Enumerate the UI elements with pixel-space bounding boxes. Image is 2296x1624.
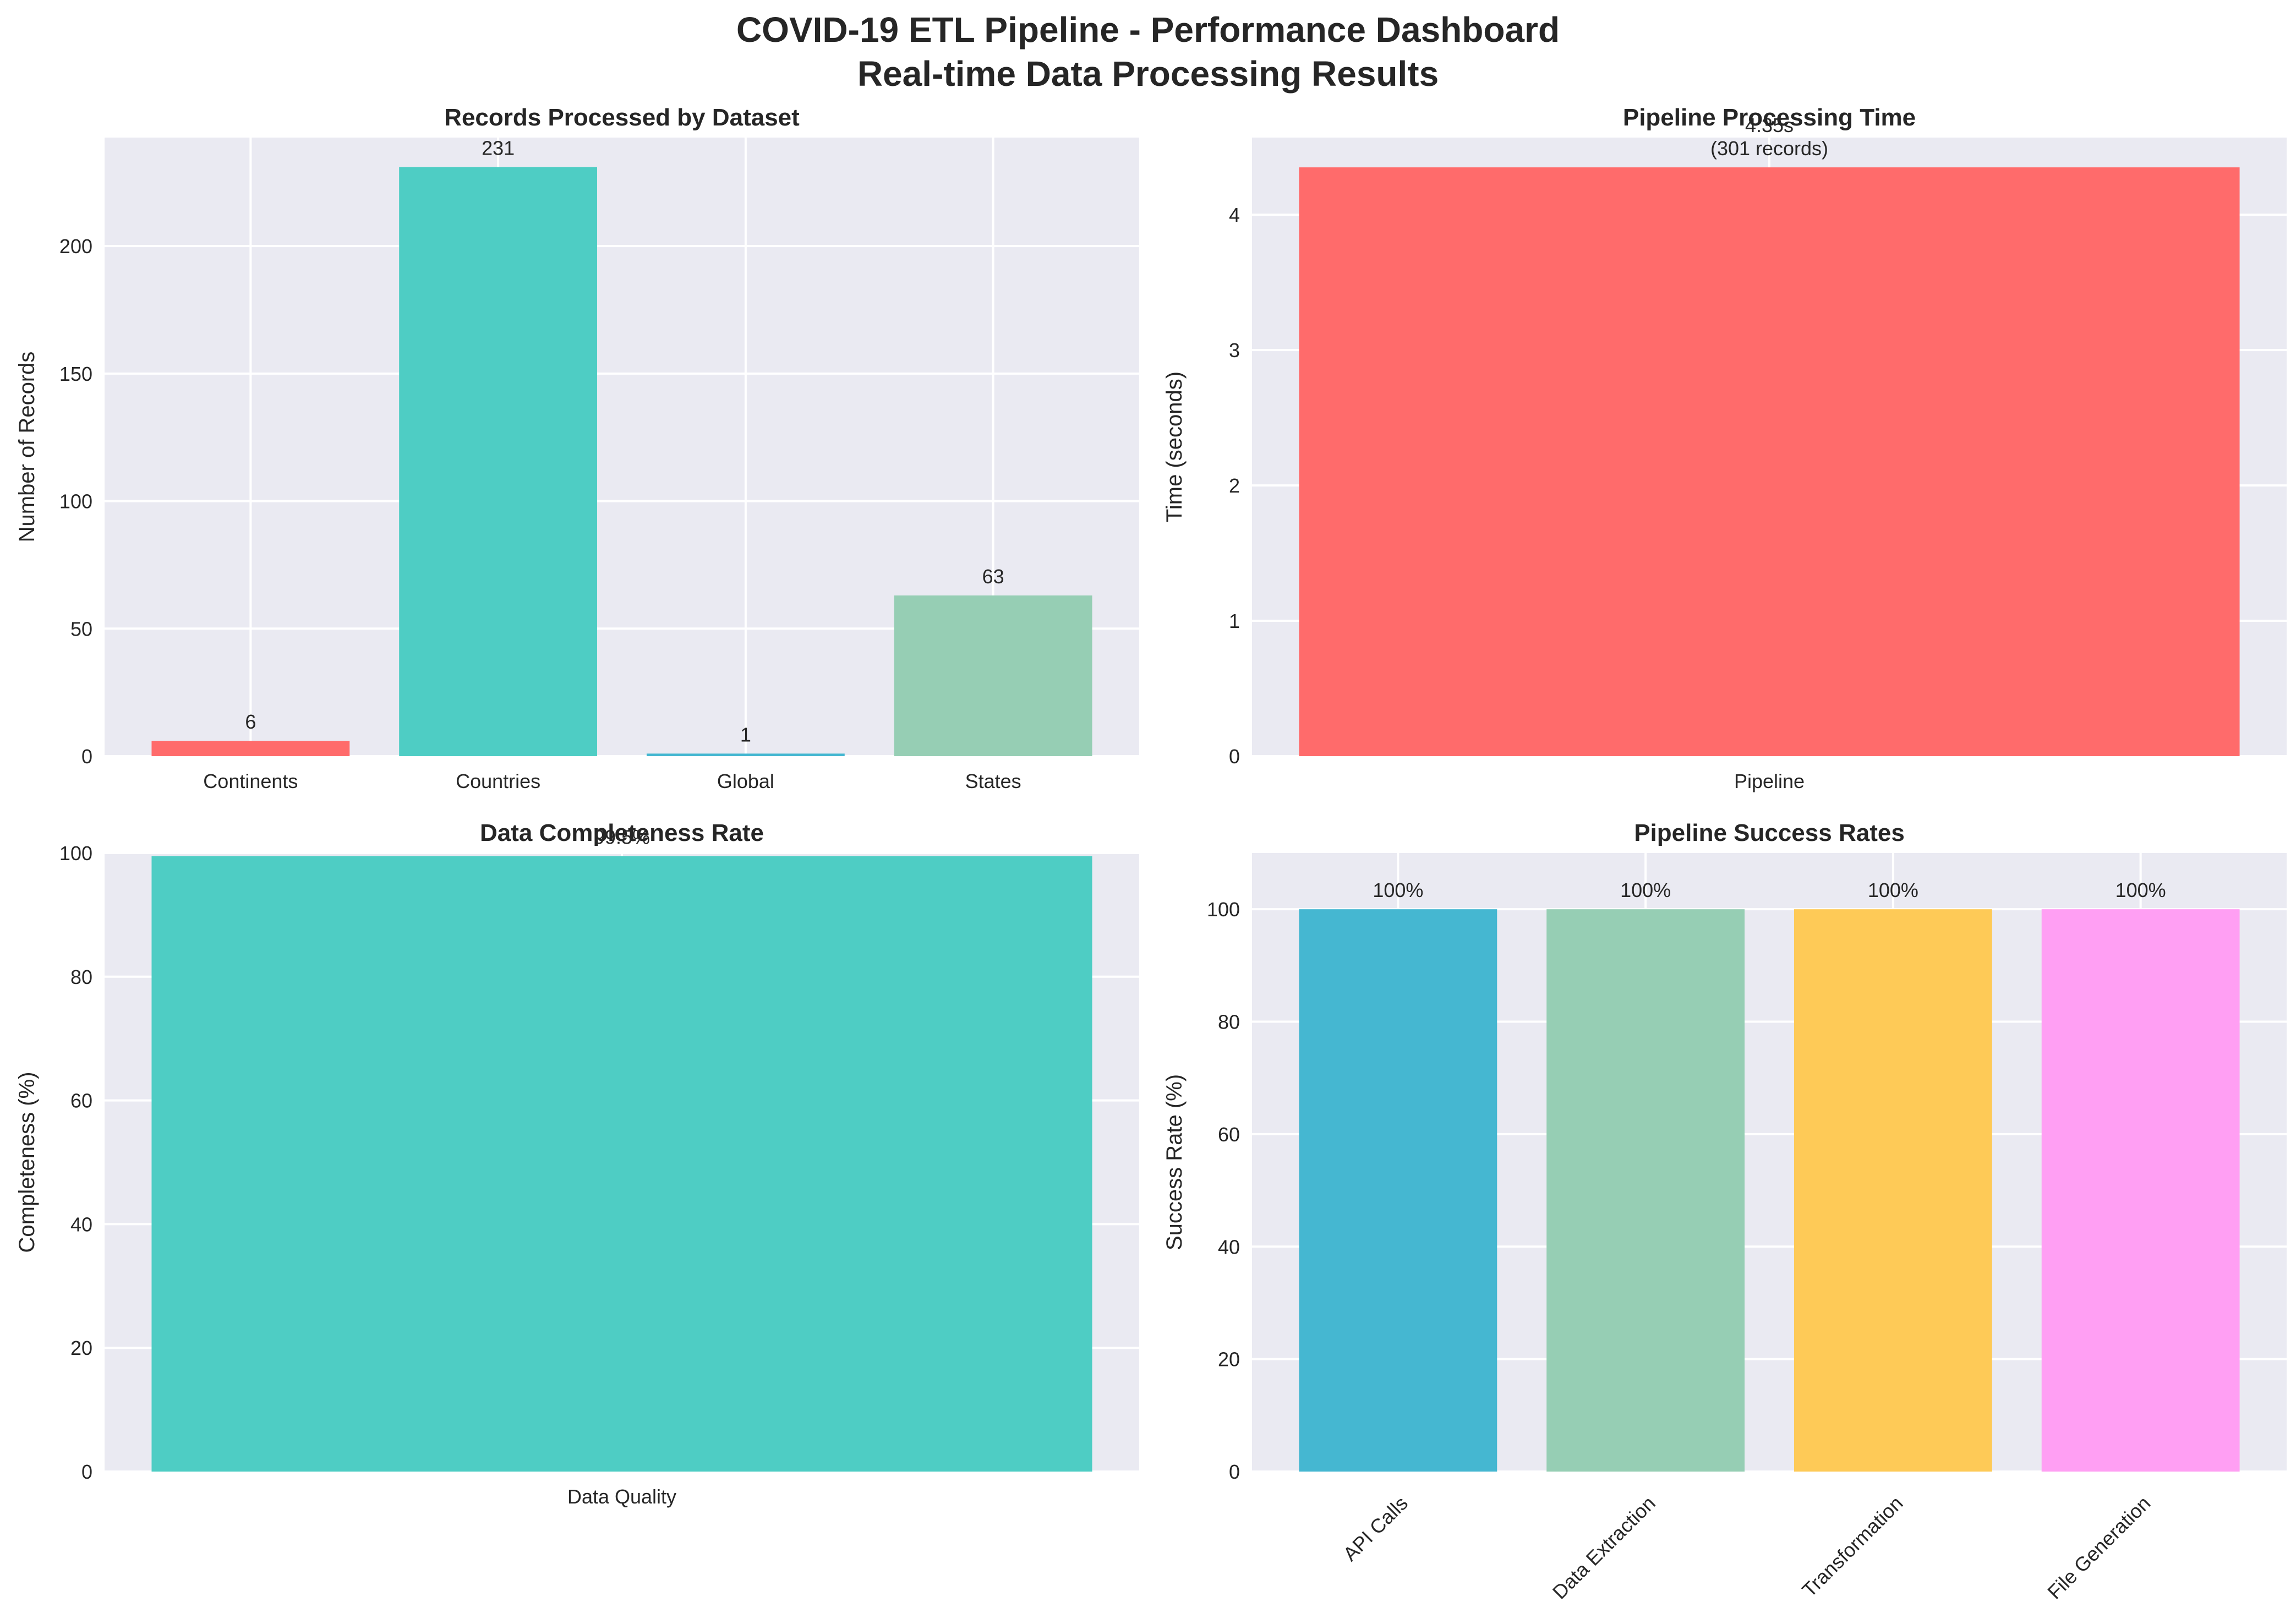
x-tick-label: File Generation bbox=[2043, 1492, 2155, 1604]
x-tick-label: Pipeline bbox=[1734, 770, 1805, 792]
y-tick-label: 100 bbox=[59, 842, 92, 865]
chart-title: Data Completeness Rate bbox=[480, 819, 764, 846]
y-tick-label: 0 bbox=[81, 745, 92, 768]
y-tick-label: 0 bbox=[81, 1461, 92, 1483]
bar-value-label: 100% bbox=[1373, 879, 1423, 901]
x-tick-label: Global bbox=[717, 770, 774, 792]
bar-states bbox=[894, 595, 1092, 756]
bar-value-label: 100% bbox=[2115, 879, 2166, 901]
bar-api-calls bbox=[1299, 909, 1497, 1472]
bar-value-label: 1 bbox=[740, 723, 751, 746]
y-tick-label: 20 bbox=[70, 1337, 92, 1359]
y-tick-label: 0 bbox=[1229, 745, 1240, 768]
x-tick-label: Data Quality bbox=[567, 1485, 676, 1508]
y-tick-label: 200 bbox=[59, 235, 92, 258]
y-tick-label: 150 bbox=[59, 363, 92, 385]
bar-value-label: 6 bbox=[245, 710, 256, 733]
bar-value-label: 100% bbox=[1620, 879, 1671, 901]
y-axis-label: Completeness (%) bbox=[15, 1071, 39, 1253]
x-tick-label: API Calls bbox=[1338, 1492, 1412, 1566]
y-tick-label: 3 bbox=[1229, 339, 1240, 362]
chart-panel-1: 0 50 100 150 200 6 231 1 63 Continents Countries Gl… bbox=[15, 104, 1139, 792]
x-tick-label: Continents bbox=[203, 770, 298, 792]
bar-value-label: 100% bbox=[1868, 879, 1918, 901]
bar-value-label: (301 records) bbox=[1710, 137, 1828, 160]
bar-data-quality bbox=[151, 856, 1092, 1472]
bar-value-label: 4.35s bbox=[1745, 114, 1794, 136]
bar-value-label: 99.5% bbox=[594, 826, 650, 849]
y-axis-label: Success Rate (%) bbox=[1162, 1074, 1187, 1250]
bar-global bbox=[646, 753, 845, 756]
y-tick-label: 100 bbox=[1207, 898, 1240, 921]
figure-title-line-1: COVID-19 ETL Pipeline - Performance Dash… bbox=[736, 10, 1560, 50]
bar-transformation bbox=[1794, 909, 1992, 1472]
chart-title: Pipeline Success Rates bbox=[1634, 819, 1905, 846]
figure-title-line-2: Real-time Data Processing Results bbox=[857, 54, 1439, 94]
y-tick-label: 60 bbox=[70, 1090, 92, 1112]
bar-pipeline bbox=[1299, 167, 2240, 757]
y-tick-label: 60 bbox=[1218, 1123, 1240, 1146]
y-tick-label: 100 bbox=[59, 490, 92, 513]
y-tick-label: 50 bbox=[70, 617, 92, 640]
y-tick-label: 40 bbox=[70, 1213, 92, 1235]
y-tick-label: 20 bbox=[1218, 1348, 1240, 1371]
x-tick-label: Countries bbox=[456, 770, 540, 792]
y-tick-label: 4 bbox=[1229, 204, 1240, 226]
x-tick-label: States bbox=[965, 770, 1021, 792]
chart-title: Records Processed by Dataset bbox=[444, 104, 800, 131]
bar-value-label: 231 bbox=[482, 137, 515, 160]
x-tick-label: Data Extraction bbox=[1548, 1492, 1660, 1604]
bar-value-label: 63 bbox=[982, 565, 1004, 588]
chart-panel-4: 0 20 40 60 80 100 100% 100% 100% 100% API Calls Dat… bbox=[1162, 819, 2287, 1604]
chart-panel-2: 0 1 2 3 4 4.35s(301 records) Pipeline Pipeline … bbox=[1162, 104, 2287, 792]
bar-data-extraction bbox=[1546, 909, 1745, 1472]
bar-continents bbox=[151, 741, 350, 756]
y-tick-label: 80 bbox=[70, 966, 92, 988]
figure-title: COVID-19 ETL Pipeline - Performance Dash… bbox=[0, 8, 2296, 96]
bar-countries bbox=[399, 167, 598, 756]
y-tick-label: 80 bbox=[1218, 1011, 1240, 1034]
chart-title: Pipeline Processing Time bbox=[1623, 104, 1916, 131]
y-tick-label: 40 bbox=[1218, 1235, 1240, 1258]
chart-panel-3: 0 20 40 60 80 100 99.5% Data Quality Data Comple… bbox=[15, 819, 1139, 1508]
y-axis-label: Number of Records bbox=[15, 352, 39, 543]
y-tick-label: 0 bbox=[1229, 1461, 1240, 1483]
y-tick-label: 2 bbox=[1229, 474, 1240, 497]
bar-file-generation bbox=[2041, 909, 2240, 1472]
y-tick-label: 1 bbox=[1229, 610, 1240, 632]
y-axis-label: Time (seconds) bbox=[1162, 371, 1187, 522]
x-tick-label: Transformation bbox=[1797, 1492, 1907, 1601]
